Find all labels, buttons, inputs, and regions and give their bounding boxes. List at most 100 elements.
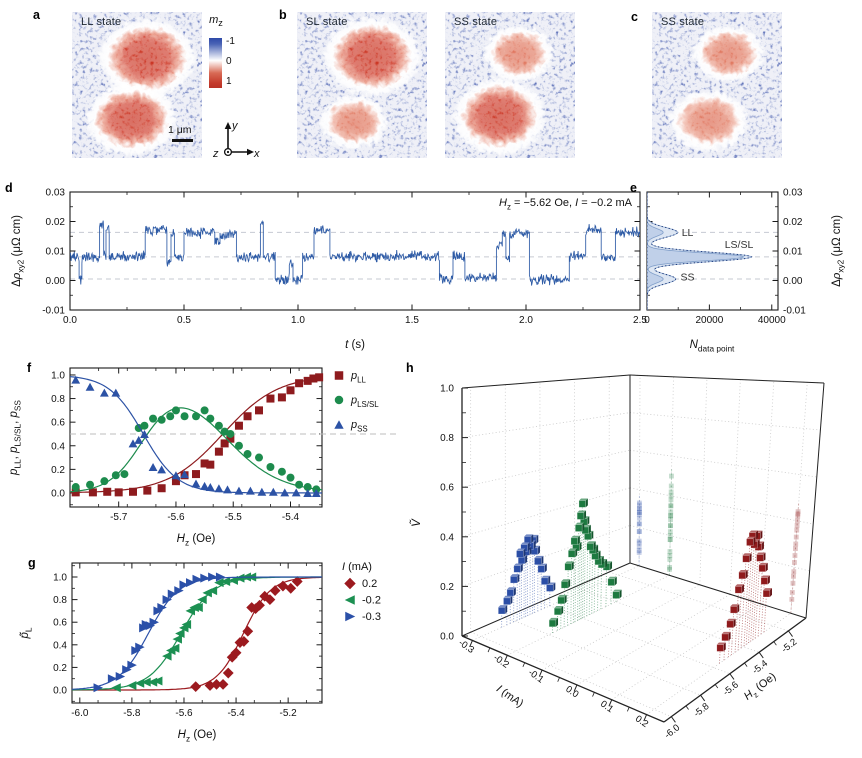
svg-text:1.0: 1.0 [51, 370, 65, 381]
svg-text:1.5: 1.5 [405, 315, 419, 326]
svg-text:0.0: 0.0 [51, 488, 65, 499]
colorbar-tick: 1 [226, 76, 232, 87]
svg-text:pLS/SL: pLS/SL [350, 395, 379, 409]
svg-text:-5.4: -5.4 [282, 512, 300, 523]
micrograph-title: SS state [454, 16, 498, 28]
micrograph-ll-state: LL state [72, 12, 202, 158]
micrograph-title: SL state [306, 16, 348, 28]
svg-text:Hz (Oe): Hz (Oe) [178, 729, 217, 743]
micrograph-title: LL state [81, 16, 122, 28]
svg-text:0.01: 0.01 [783, 247, 803, 258]
svg-text:0.2: 0.2 [440, 582, 454, 593]
svg-text:0.0: 0.0 [440, 632, 454, 643]
svg-text:-5.2: -5.2 [280, 708, 298, 719]
micrograph-title: SS state [661, 16, 705, 28]
fit-curve [70, 377, 323, 494]
telegraph-trace [70, 220, 640, 286]
svg-text:Δρxy2 (μΩ cm): Δρxy2 (μΩ cm) [831, 215, 845, 287]
panel-d-trace [70, 220, 640, 286]
svg-text:pLL: pLL [350, 370, 367, 384]
scale-bar-line [172, 139, 193, 142]
svg-text:2.0: 2.0 [519, 315, 533, 326]
svg-text:0.01: 0.01 [46, 247, 66, 258]
series-g [72, 576, 323, 693]
colorbar-tick: 0 [226, 56, 232, 67]
panel-label-a: a [33, 8, 40, 22]
svg-text:0.4: 0.4 [53, 640, 67, 651]
panel-g-sigmoid-plot: -6.0 -5.8 -5.6 -5.4 -5.2 0.0 0.2 0.4 0.6 0.8 1.0 Hz… [19, 561, 381, 743]
panel-label-f: f [27, 361, 32, 375]
svg-text:0.6: 0.6 [53, 618, 67, 629]
svg-text:Δρxy2 (μΩ cm): Δρxy2 (μΩ cm) [11, 215, 25, 287]
micrograph-image [297, 12, 427, 158]
svg-text:-6.0: -6.0 [662, 722, 682, 741]
panel-label-e: e [630, 181, 637, 195]
svg-text:-6.0: -6.0 [71, 708, 89, 719]
svg-text:x: x [253, 148, 260, 160]
svg-text:0: 0 [644, 315, 650, 326]
panel-d-time-trace-plot: 0.0 0.5 1.0 1.5 2.0 2.5-0.010.000.010.020.03H… [11, 188, 647, 352]
svg-text:Ndata point: Ndata point [690, 339, 735, 353]
svg-text:-5.5: -5.5 [225, 512, 243, 523]
legend-f: pLL pLS/SL pSS [334, 370, 379, 433]
svg-text:-0.01: -0.01 [783, 306, 806, 317]
svg-text:1.0: 1.0 [291, 315, 305, 326]
series-g [72, 572, 322, 693]
svg-text:-5.8: -5.8 [692, 701, 712, 720]
svg-text:1.0: 1.0 [440, 384, 454, 395]
svg-text:-0.2: -0.2 [362, 595, 381, 607]
histogram [647, 192, 753, 310]
colorbar-tick: -1 [226, 36, 235, 47]
svg-text:0.2: 0.2 [633, 713, 650, 730]
wall-projections [636, 468, 801, 614]
svg-text:0.2: 0.2 [51, 465, 65, 476]
fit-curve [72, 576, 322, 691]
svg-text:0.4: 0.4 [51, 441, 65, 452]
svg-text:0.0: 0.0 [563, 684, 580, 701]
svg-text:-0.01: -0.01 [42, 306, 65, 317]
panel-d-labels: Hz = −5.62 Oe, I = −0.2 mA t (s) Δρxy2 (μΩ… [11, 197, 633, 351]
svg-text:0.0: 0.0 [63, 315, 77, 326]
svg-text:LS/SL: LS/SL [725, 239, 754, 251]
histogram-outer [647, 192, 753, 310]
panel-g-labels: Hz (Oe) p̃L [19, 627, 216, 743]
svg-text:p̃L: p̃L [19, 627, 33, 639]
svg-text:0.4: 0.4 [440, 532, 454, 543]
svg-text:z: z [212, 148, 219, 160]
panel-f-labels: Hz (Oe) pLL, pLS/SL, pSS [8, 400, 215, 548]
svg-text:1.0: 1.0 [53, 573, 67, 584]
svg-text:0.5: 0.5 [177, 315, 191, 326]
panel-label-c: c [631, 10, 638, 24]
svg-text:I (mA): I (mA) [342, 561, 372, 573]
svg-text:0.03: 0.03 [46, 188, 66, 199]
svg-text:Hz (Oe): Hz (Oe) [742, 671, 780, 705]
colorbar-gradient [209, 38, 222, 88]
svg-text:0.02: 0.02 [46, 217, 66, 228]
svg-text:0.2: 0.2 [53, 663, 67, 674]
svg-text:-5.8: -5.8 [123, 708, 141, 719]
series-f [70, 373, 324, 497]
scale-bar-label: 1 μm [168, 124, 192, 136]
frame-3d [461, 374, 825, 723]
micrograph-image [72, 12, 202, 158]
svg-text:0.02: 0.02 [783, 217, 803, 228]
panel-e-histogram-plot: 0 20000 40000-0.01 0.00 0.01 0.02 0.03 LL LS/SL S… [644, 188, 845, 354]
data-points-3d [498, 498, 772, 664]
svg-text:t (s): t (s) [345, 339, 365, 351]
axes-arrows: y x z [212, 120, 260, 160]
svg-text:-5.6: -5.6 [721, 679, 741, 698]
grid-3d [461, 374, 825, 718]
axes: -6.0 -5.8 -5.6 -5.4 -5.2 0.0 0.2 0.4 0.6 0.8 1.0 [53, 562, 323, 719]
axes: 0.0 0.5 1.0 1.5 2.0 2.5 -0.01 0.00 0.01 0.02 0.03 [42, 188, 647, 327]
svg-text:0.03: 0.03 [783, 188, 803, 199]
svg-text:LL: LL [682, 227, 694, 239]
svg-text:-5.6: -5.6 [167, 512, 185, 523]
legend-g: I (mA) 0.2 -0.2 -0.3 [342, 561, 381, 623]
fit-curve [71, 576, 322, 690]
series-f [69, 375, 322, 497]
svg-text:0.8: 0.8 [440, 433, 454, 444]
svg-text:0.6: 0.6 [51, 418, 65, 429]
panel-label-h: h [406, 361, 414, 375]
svg-text:SS: SS [681, 271, 695, 283]
